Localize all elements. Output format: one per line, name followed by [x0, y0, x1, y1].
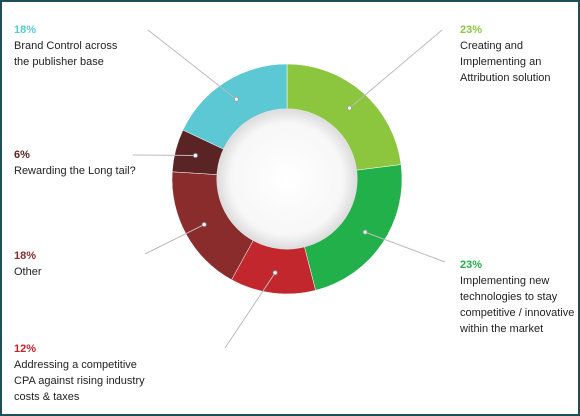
slice-pct-brand-control: 18%: [14, 24, 37, 36]
leader-line-attribution: [349, 29, 443, 109]
leader-line-cpa: [224, 272, 276, 349]
slice-label-long-tail: 6% Rewarding the Long tail?: [14, 147, 184, 179]
leader-dot-attribution: [347, 105, 352, 111]
leader-dot-brand-control: [233, 96, 239, 102]
leader-dot-cpa: [272, 270, 278, 276]
slice-pct-other: 18%: [14, 250, 37, 262]
slice-pct-long-tail: 6%: [14, 149, 30, 161]
leader-line-new-tech: [364, 231, 446, 263]
slice-label-attribution: 23% Creating and Implementing an Attribu…: [460, 22, 572, 86]
leader-dot-other: [201, 222, 207, 227]
slice-label-new-tech: 23% Implementing new technologies to sta…: [460, 257, 576, 337]
slice-text-long-tail: Rewarding the Long tail?: [14, 165, 136, 177]
slice-label-cpa: 12% Addressing a competitive CPA against…: [14, 341, 214, 405]
slice-text-brand-control: Brand Control across the publisher base: [14, 40, 118, 68]
slices-group: [171, 63, 403, 295]
slice-text-other: Other: [14, 266, 42, 278]
slice-text-new-tech: Implementing new technologies to stay co…: [460, 275, 575, 335]
leader-line-other: [144, 224, 205, 255]
leader-dot-new-tech: [362, 229, 368, 235]
slice-pct-new-tech: 23%: [460, 259, 483, 271]
donut-hole: [216, 108, 358, 250]
slice-pct-cpa: 12%: [14, 343, 37, 355]
slice-text-attribution: Creating and Implementing an Attribution…: [460, 40, 551, 84]
leader-lines: [132, 29, 446, 349]
slice-label-other: 18% Other: [14, 248, 134, 280]
leader-line-brand-control: [147, 29, 237, 100]
slice-text-cpa: Addressing a competitive CPA against ris…: [14, 359, 145, 403]
slice-label-brand-control: 18% Brand Control across the publisher b…: [14, 22, 174, 70]
slice-pct-attribution: 23%: [460, 24, 483, 36]
leader-dot-long-tail: [193, 153, 198, 158]
